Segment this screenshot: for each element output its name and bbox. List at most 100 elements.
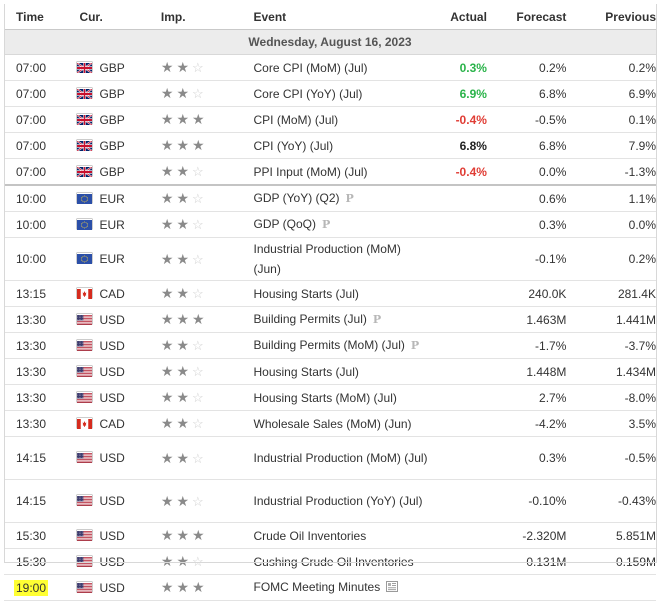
col-importance-header[interactable]: Imp. [149,4,252,30]
event-name-cell[interactable]: Cushing Crude Oil Inventories [252,549,437,575]
forecast-value: -0.5% [487,107,566,133]
event-name-cell[interactable]: GDP (YoY) (Q2)P [252,185,437,212]
event-currency: CAD [75,411,148,437]
document-icon[interactable] [386,578,398,598]
col-previous-header[interactable]: Previous [566,4,656,30]
previous-value: 3.5% [566,411,656,437]
event-name[interactable]: Housing Starts (Jul) [254,287,359,301]
event-name[interactable]: PPI Input (MoM) (Jul) [254,165,368,179]
event-name-cell[interactable]: Housing Starts (Jul) [252,281,437,307]
event-currency: EUR [75,185,148,212]
event-name[interactable]: GDP (YoY) (Q2) [254,191,340,205]
event-name[interactable]: Core CPI (YoY) (Jul) [254,87,363,101]
actual-value [437,281,487,307]
event-time: 15:30 [4,549,75,575]
importance-stars: ★★☆ [149,480,252,523]
event-name-cell[interactable]: Industrial Production (MoM) (Jun) [252,238,437,281]
star-filled-icon: ★ [176,59,192,75]
event-currency: USD [75,437,148,480]
event-name-cell[interactable]: CPI (MoM) (Jul) [252,107,437,133]
event-name-cell[interactable]: Core CPI (MoM) (Jul) [252,55,437,81]
event-name-cell[interactable]: CPI (YoY) (Jul) [252,133,437,159]
previous-value: 0.1% [566,107,656,133]
col-currency-header[interactable]: Cur. [75,4,148,30]
event-name-cell[interactable]: Wholesale Sales (MoM) (Jun) [252,411,437,437]
star-filled-icon: ★ [161,389,177,405]
event-name-cell[interactable]: Housing Starts (MoM) (Jul) [252,385,437,411]
event-name[interactable]: Core CPI (MoM) (Jul) [254,61,368,75]
event-name-cell[interactable]: Core CPI (YoY) (Jul) [252,81,437,107]
star-filled-icon: ★ [161,527,177,543]
event-name[interactable]: GDP (QoQ) [254,217,316,231]
star-filled-icon: ★ [161,285,177,301]
event-currency: GBP [75,107,148,133]
event-name-cell[interactable]: Industrial Production (MoM) (Jul) [252,437,437,480]
event-name[interactable]: Housing Starts (MoM) (Jul) [254,391,397,405]
event-time: 13:30 [4,333,75,359]
event-name[interactable]: CPI (YoY) (Jul) [254,139,334,153]
event-name[interactable]: Building Permits (MoM) (Jul) [254,338,405,352]
col-event-header[interactable]: Event [252,4,437,30]
event-name-cell[interactable]: FOMC Meeting Minutes [252,575,437,601]
star-filled-icon: ★ [192,311,208,327]
event-time: 07:00 [4,81,75,107]
eu-flag [77,193,92,203]
event-name[interactable]: CPI (MoM) (Jul) [254,113,339,127]
event-name[interactable]: Industrial Production (MoM) (Jun) [254,242,401,276]
event-name-cell[interactable]: Building Permits (MoM) (Jul)P [252,333,437,359]
star-filled-icon: ★ [176,389,192,405]
star-filled-icon: ★ [176,190,192,206]
event-name[interactable]: FOMC Meeting Minutes [254,580,381,594]
actual-value [437,307,487,333]
event-currency: USD [75,480,148,523]
event-time: 14:15 [4,437,75,480]
currency-code: USD [99,581,124,595]
us-flag [77,556,92,566]
currency-code: EUR [99,252,124,266]
event-name[interactable]: Building Permits (Jul) [254,312,367,326]
event-name[interactable]: Housing Starts (Jul) [254,365,359,379]
event-name-cell[interactable]: GDP (QoQ)P [252,212,437,238]
event-name-cell[interactable]: Building Permits (Jul)P [252,307,437,333]
previous-value: 0.2% [566,238,656,281]
importance-stars: ★★☆ [149,81,252,107]
event-name[interactable]: Industrial Production (MoM) (Jul) [254,451,428,465]
col-time-header[interactable]: Time [4,4,75,30]
forecast-value: 0.2% [487,55,566,81]
us-flag [77,495,92,505]
event-name-cell[interactable]: Housing Starts (Jul) [252,359,437,385]
previous-value: 1.434M [566,359,656,385]
event-name-cell[interactable]: Industrial Production (YoY) (Jul) [252,480,437,523]
star-empty-icon: ☆ [192,217,207,232]
col-actual-header[interactable]: Actual [437,4,487,30]
star-empty-icon: ☆ [192,164,207,179]
event-name-cell[interactable]: PPI Input (MoM) (Jul) [252,159,437,186]
col-forecast-header[interactable]: Forecast [487,4,566,30]
event-name[interactable]: Industrial Production (YoY) (Jul) [254,494,423,508]
event-name[interactable]: Wholesale Sales (MoM) (Jun) [254,417,412,431]
event-name[interactable]: Cushing Crude Oil Inventories [254,555,414,569]
event-time: 07:00 [4,133,75,159]
event-name[interactable]: Crude Oil Inventories [254,529,367,543]
event-name-cell[interactable]: Crude Oil Inventories [252,523,437,549]
star-filled-icon: ★ [161,363,177,379]
